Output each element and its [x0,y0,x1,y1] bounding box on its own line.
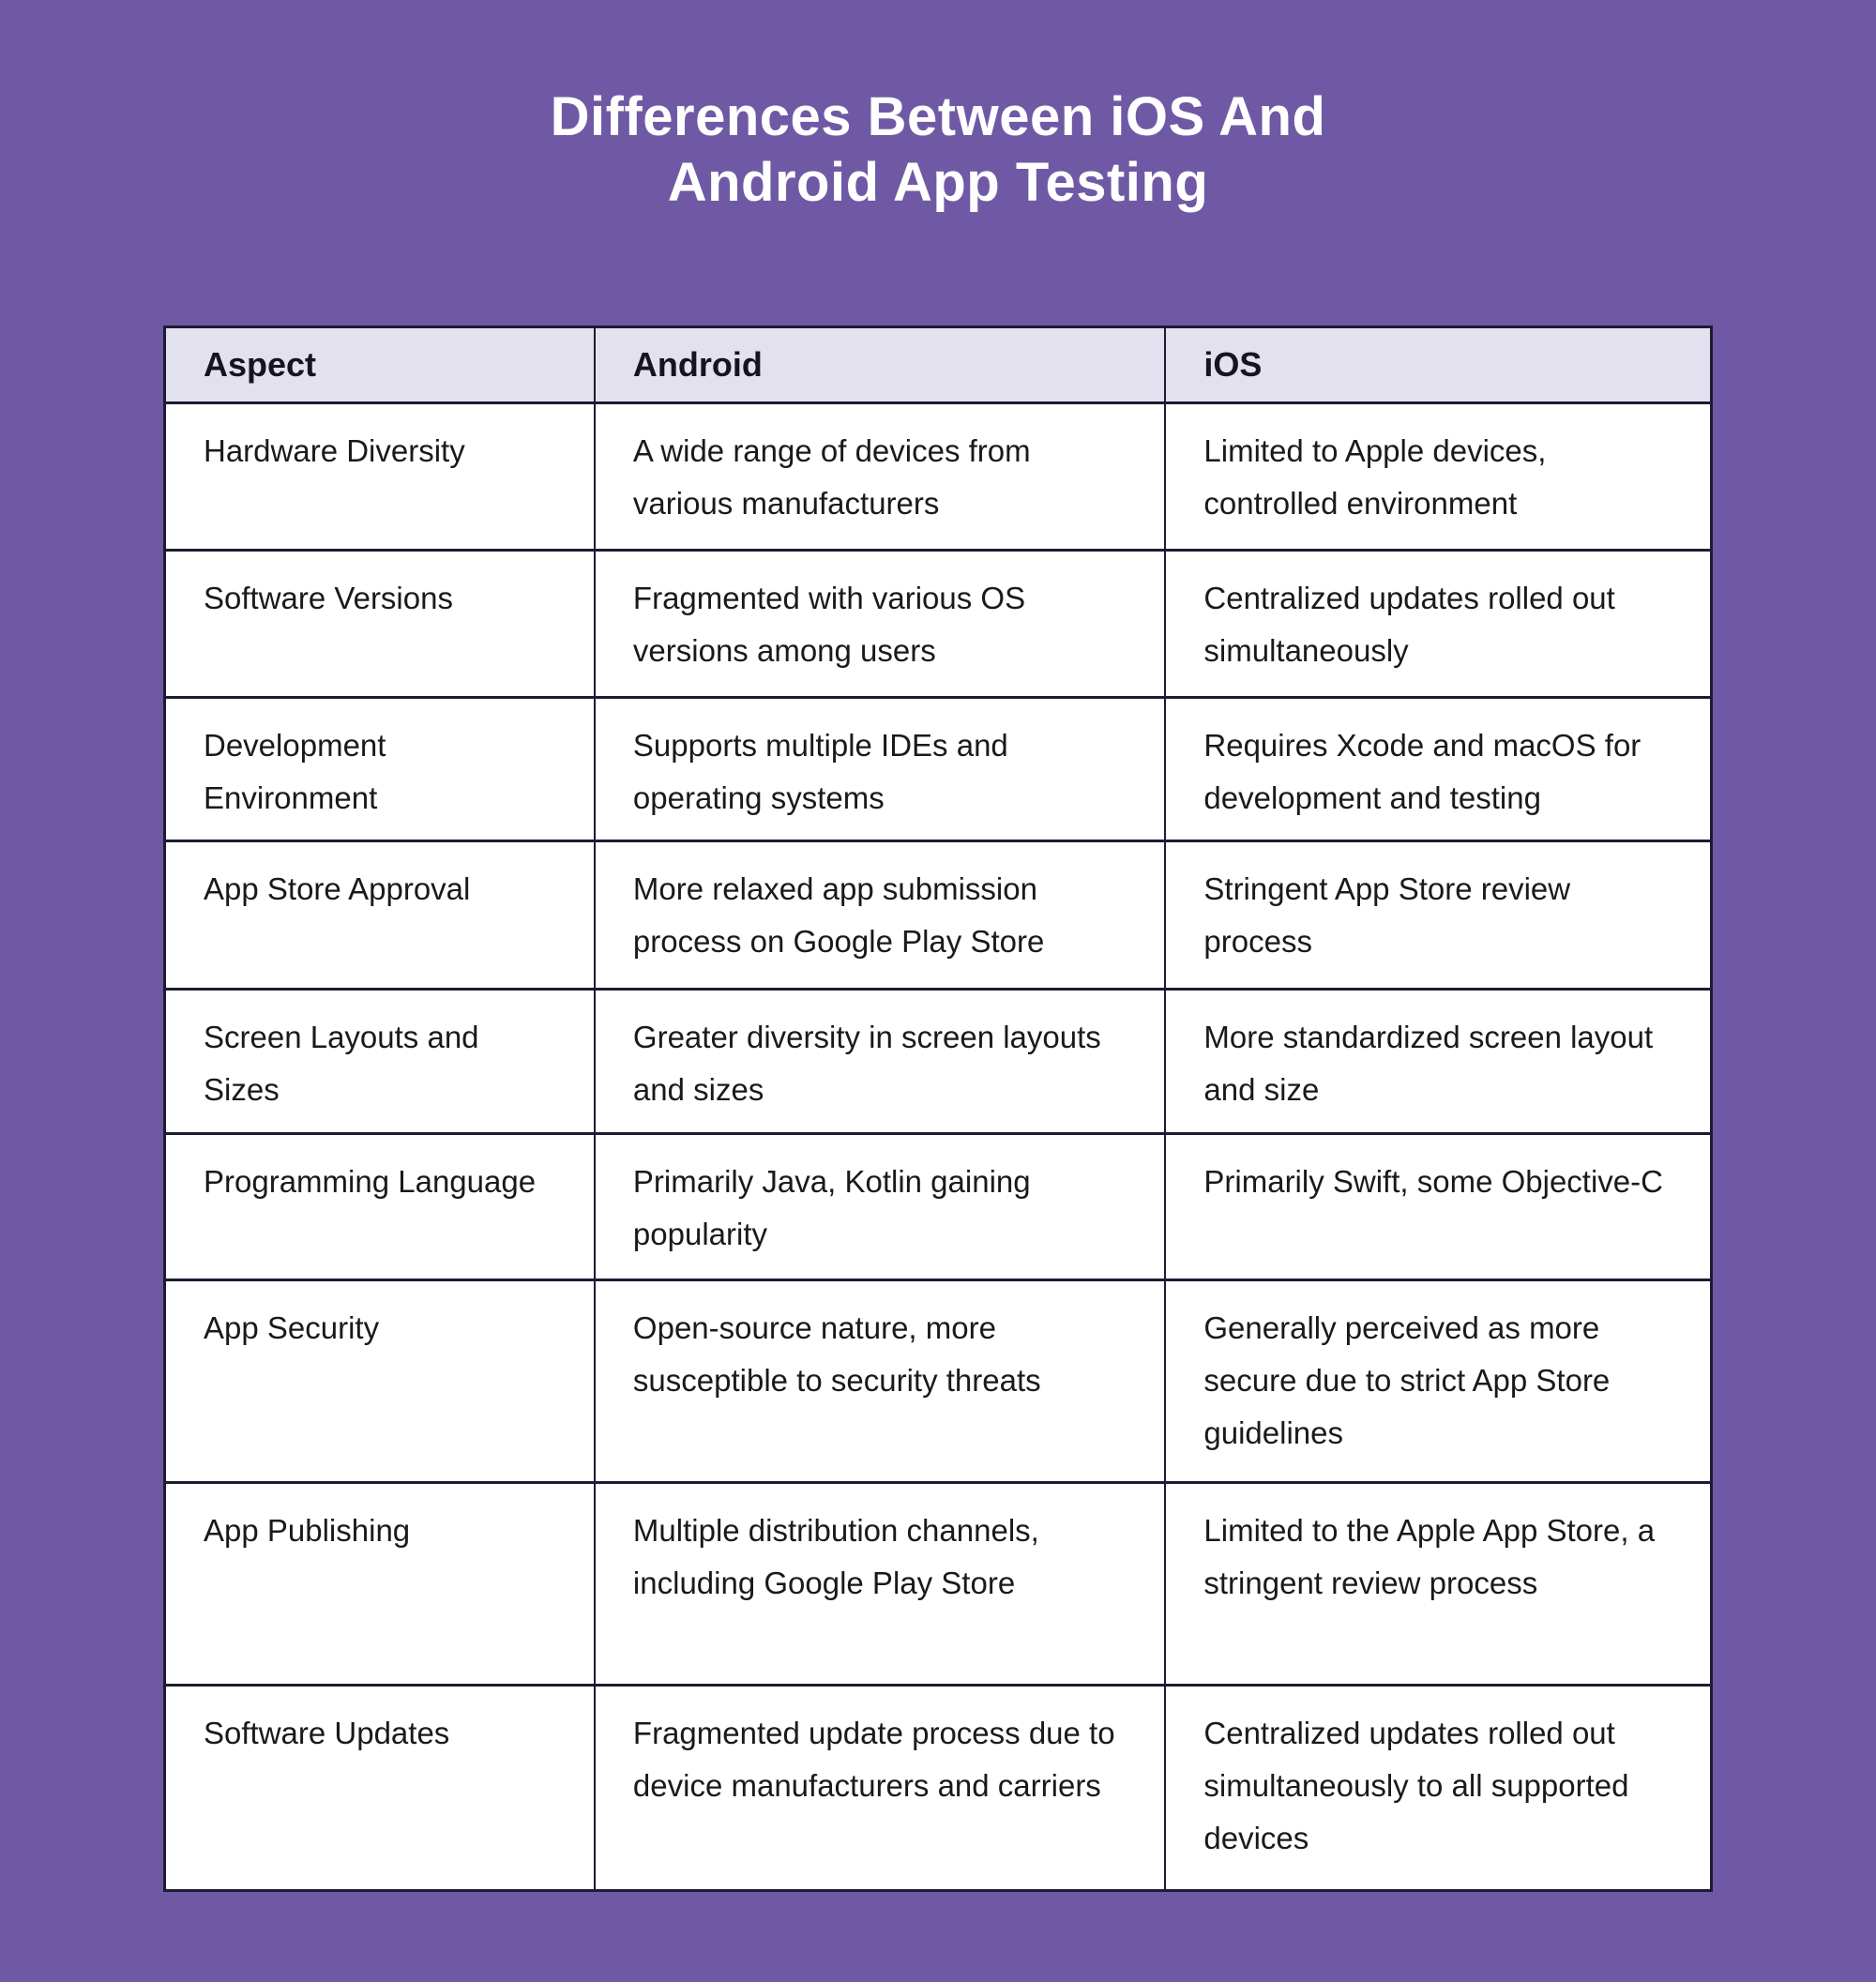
table-row: Software Versions Fragmented with various… [163,549,1713,700]
column-header-aspect: Aspect [163,325,596,405]
cell-aspect: Screen Layouts and Sizes [163,988,596,1136]
comparison-table-container: Aspect Android iOS Hardware Diversity A wid… [163,325,1713,1893]
cell-aspect: Software Updates [163,1684,596,1893]
cell-aspect: App Security [163,1278,596,1485]
table-row: App Publishing Multiple distribution chan… [163,1481,1713,1687]
cell-android: Fragmented update process due to device … [593,1684,1167,1893]
cell-ios: Limited to the Apple App Store, a string… [1164,1481,1713,1687]
cell-ios: Limited to Apple devices, controlled env… [1164,401,1713,552]
cell-aspect: App Store Approval [163,840,596,991]
cell-android: Open-source nature, more susceptible to … [593,1278,1167,1485]
page-title-line2: Android App Testing [667,151,1209,213]
cell-ios: Stringent App Store review process [1164,840,1713,991]
table-row: Software Updates Fragmented update proces… [163,1684,1713,1893]
cell-ios: Requires Xcode and macOS for development… [1164,696,1713,843]
cell-ios: More standardized screen layout and size [1164,988,1713,1136]
table-row: App Security Open-source nature, more sus… [163,1278,1713,1485]
table-row: Hardware Diversity A wide range of device… [163,401,1713,552]
cell-android: A wide range of devices from various man… [593,401,1167,552]
cell-aspect: Software Versions [163,549,596,700]
cell-aspect: Development Environment [163,696,596,843]
cell-aspect: Hardware Diversity [163,401,596,552]
table-header-row: Aspect Android iOS [163,325,1713,405]
cell-android: Supports multiple IDEs and operating sys… [593,696,1167,843]
cell-android: More relaxed app submission process on G… [593,840,1167,991]
cell-aspect: App Publishing [163,1481,596,1687]
page-title: Differences Between iOS And Android App … [0,0,1876,215]
table-row: App Store Approval More relaxed app submi… [163,840,1713,991]
cell-ios: Primarily Swift, some Objective-C [1164,1132,1713,1282]
table-row: Screen Layouts and Sizes Greater diversit… [163,988,1713,1136]
column-header-ios: iOS [1164,325,1713,405]
cell-ios: Centralized updates rolled out simultane… [1164,1684,1713,1893]
column-header-android: Android [593,325,1167,405]
page-title-line1: Differences Between iOS And [550,86,1326,147]
cell-android: Multiple distribution channels, includin… [593,1481,1167,1687]
cell-android: Greater diversity in screen layouts and … [593,988,1167,1136]
cell-android: Fragmented with various OS versions amon… [593,549,1167,700]
comparison-table: Aspect Android iOS Hardware Diversity A wid… [163,325,1713,1893]
table-row: Development Environment Supports multiple… [163,696,1713,843]
cell-ios: Centralized updates rolled out simultane… [1164,549,1713,700]
cell-aspect: Programming Language [163,1132,596,1282]
cell-ios: Generally perceived as more secure due t… [1164,1278,1713,1485]
table-row: Programming Language Primarily Java, Kotl… [163,1132,1713,1282]
cell-android: Primarily Java, Kotlin gaining popularit… [593,1132,1167,1282]
